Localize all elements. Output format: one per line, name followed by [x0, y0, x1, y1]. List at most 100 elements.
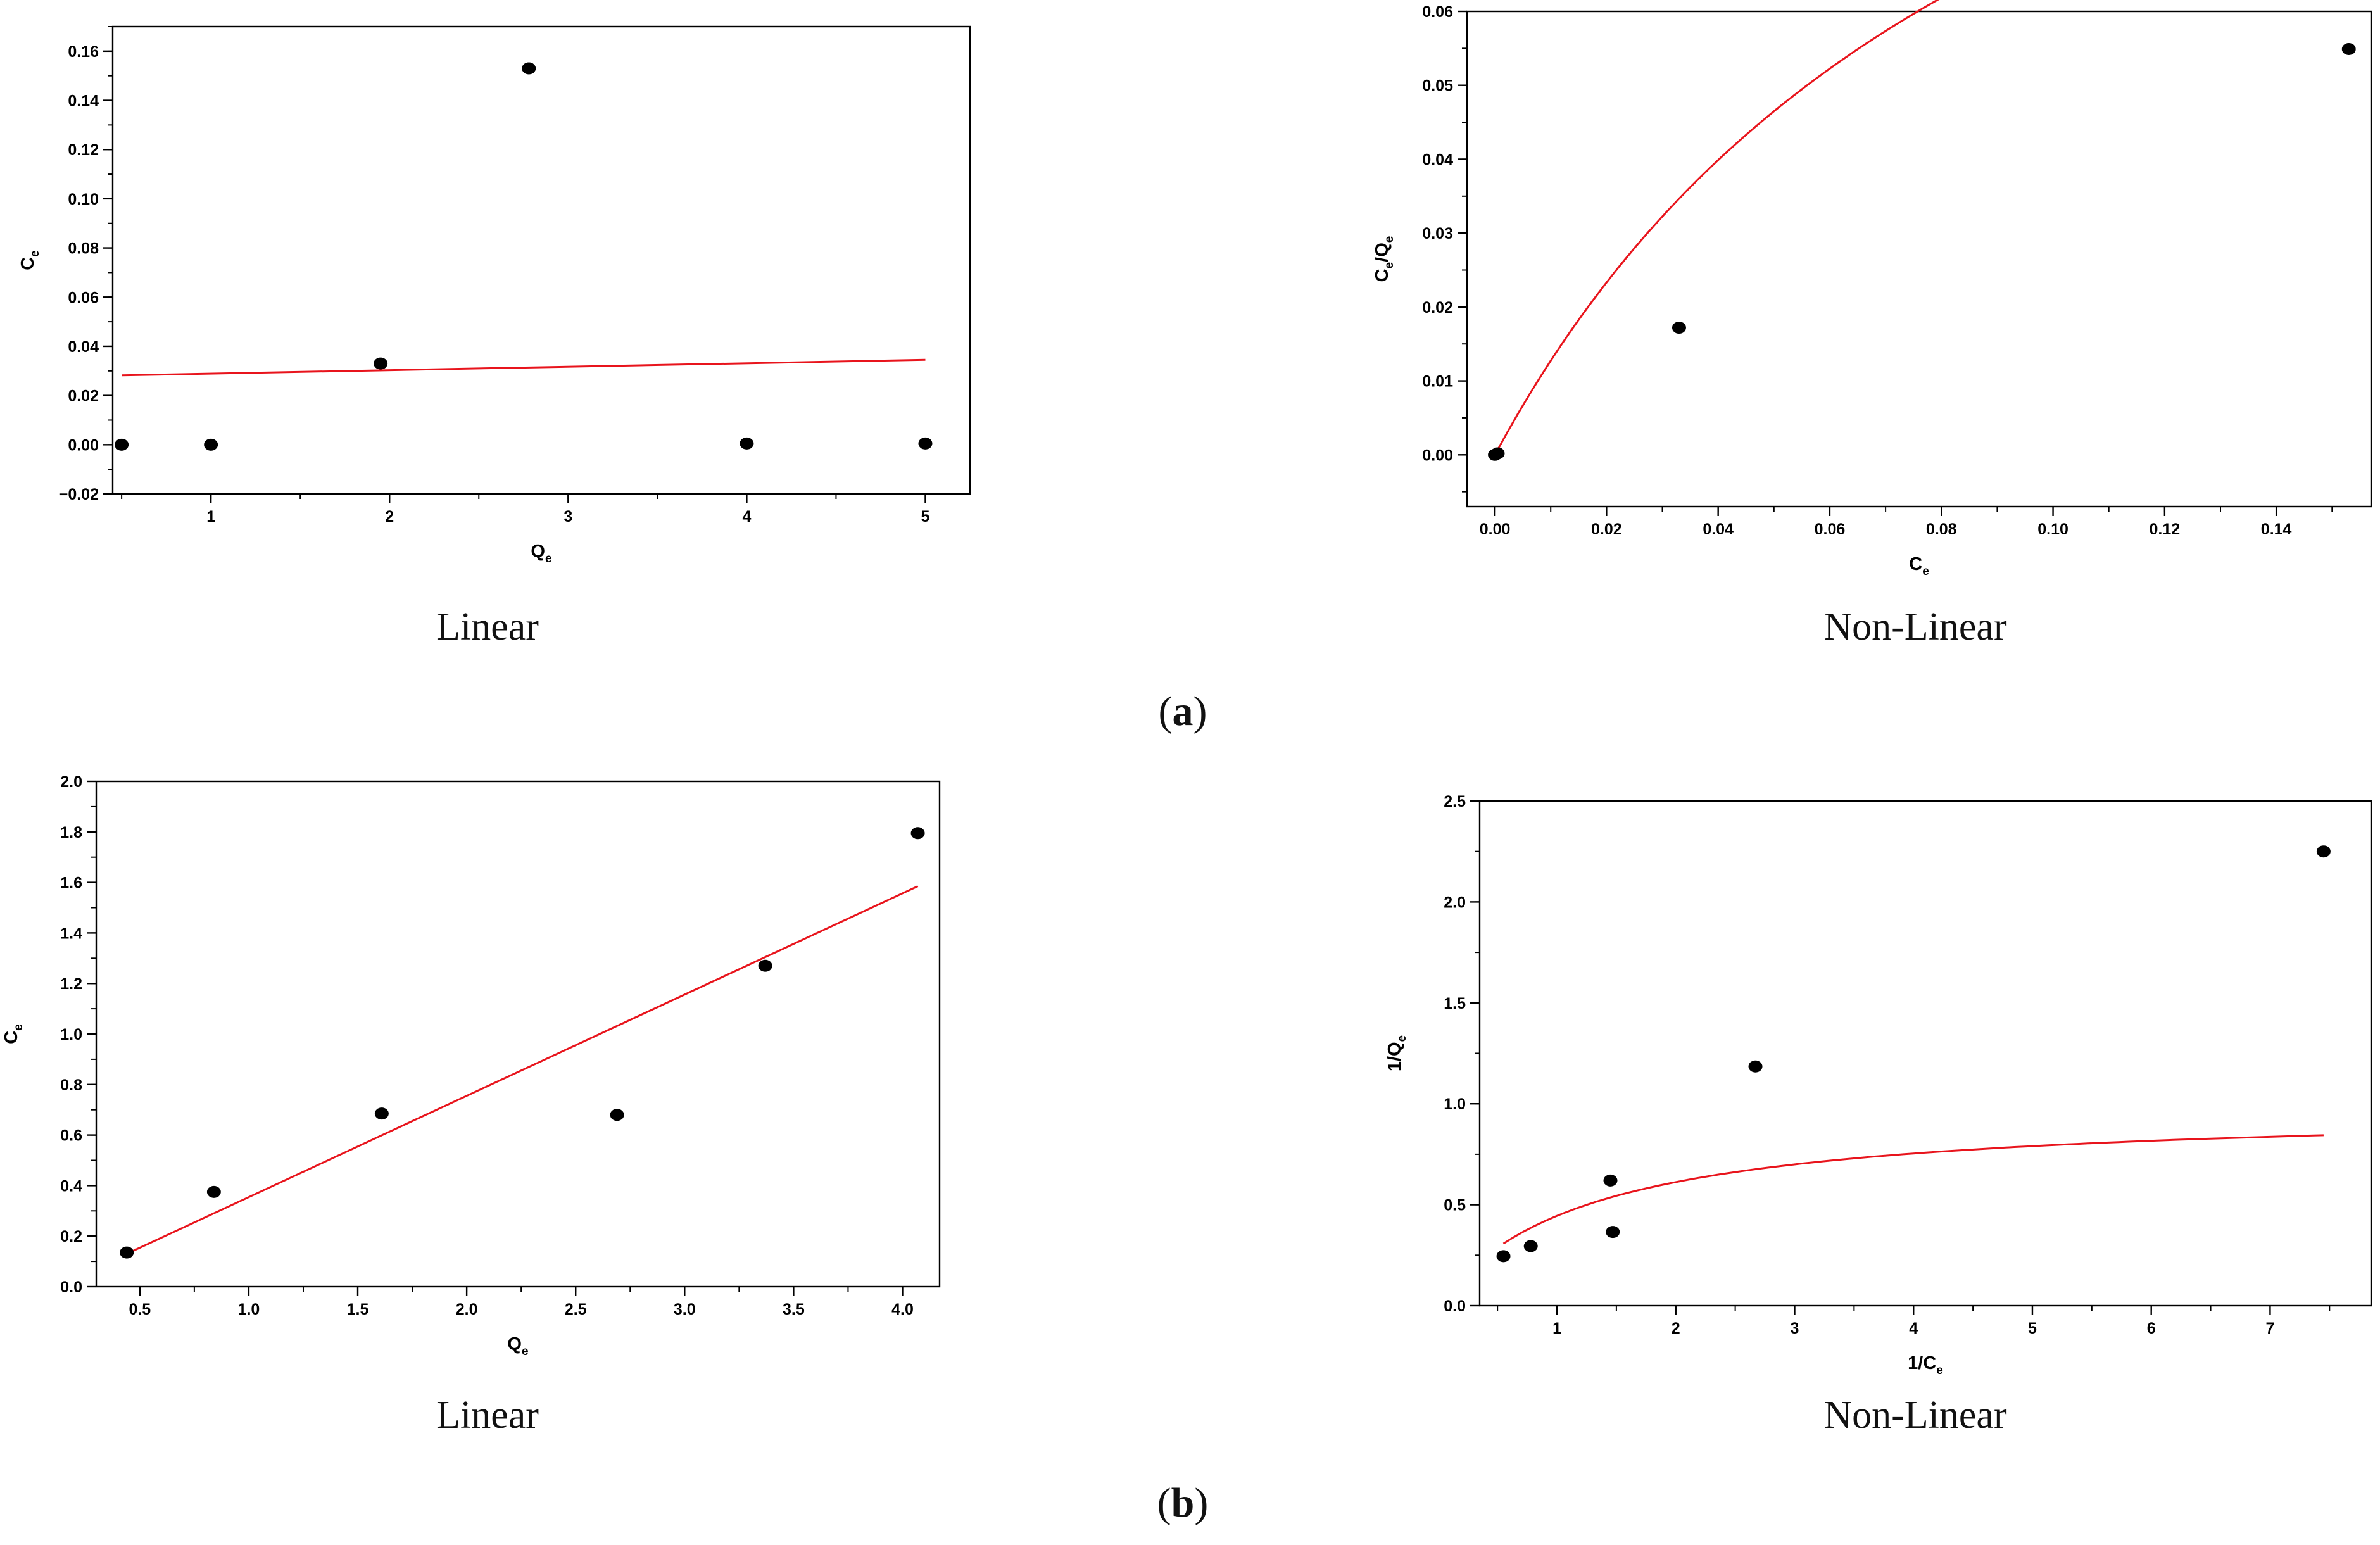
y-tick-label: 0.6	[60, 1127, 82, 1145]
y-tick-label: 0.12	[68, 141, 99, 159]
x-tick-label: 1	[206, 508, 215, 526]
x-tick-label: 0.10	[2037, 520, 2068, 538]
y-tick-label: 1.0	[60, 1026, 82, 1044]
y-tick-label: 0.02	[68, 388, 99, 405]
data-point	[910, 827, 925, 840]
caption-b-linear: Linear	[436, 1394, 539, 1437]
x-axis-title: Ce	[1909, 554, 1929, 578]
x-tick-label: 4	[742, 508, 751, 526]
caption-a-nonlinear: Non-Linear	[1823, 605, 2007, 648]
data-point	[1490, 447, 1505, 460]
data-point	[120, 1246, 134, 1259]
y-tick-label: 1.5	[1444, 995, 1466, 1012]
data-point	[374, 357, 388, 370]
chart-b-nonlinear: 1 2 3 4 5 6 7 0.0 0.5 1.0 1.5 2.0 2.5 1/Ce 1/Qe	[1385, 793, 2372, 1377]
panel-label-b: (b)	[1157, 1480, 1209, 1526]
y-tick-label: 0.02	[1422, 299, 1453, 317]
y-tick-label: 0.06	[1422, 3, 1453, 21]
y-tick-label: 0.03	[1422, 225, 1453, 243]
x-tick-label: 0.04	[1703, 520, 1734, 538]
x-tick-label: 0.14	[2261, 520, 2292, 538]
y-tick-label: 0.8	[60, 1076, 82, 1094]
data-point	[1603, 1174, 1618, 1187]
x-tick-label: 0.12	[2150, 520, 2181, 538]
chart-b-linear: 0.5 1.0 1.5 2.0 2.5 3.0 3.5 4.0 0.0 0.2 0.4 0.6 0.8 1…	[1, 773, 941, 1358]
y-tick-label: 0.00	[68, 436, 99, 454]
y-tick-label: 0.10	[68, 191, 99, 208]
x-tick-label: 3	[564, 508, 572, 526]
panel-label-a-letter: a	[1173, 688, 1193, 735]
data-point	[1523, 1240, 1538, 1252]
y-tick-label: 0.0	[60, 1278, 82, 1296]
x-tick-label: 4.0	[891, 1301, 914, 1318]
x-tick-label: 0.08	[1926, 520, 1957, 538]
y-tick-label: 0.00	[1422, 446, 1453, 464]
data-point	[115, 438, 129, 451]
data-point	[610, 1109, 624, 1121]
x-tick-label: 0.00	[1480, 520, 1511, 538]
x-tick-label: 5	[921, 508, 930, 526]
y-axis-title: Ce	[1, 1024, 25, 1044]
y-axis-title: 1/Qe	[1385, 1035, 1409, 1071]
y-tick-label: 1.6	[60, 874, 82, 892]
x-tick-label: 1.5	[347, 1301, 369, 1318]
y-tick-label: 1.2	[60, 975, 82, 993]
data-point	[374, 1107, 389, 1120]
y-tick-label: 0.5	[1444, 1197, 1466, 1214]
panel-label-a: (a)	[1159, 688, 1207, 735]
x-tick-label: 1.0	[238, 1301, 260, 1318]
chart-a-nonlinear: 0.00 0.02 0.04 0.06 0.08 0.10 0.12 0.14 0.00 0.01…	[1372, 0, 2372, 578]
y-tick-label: 0.08	[68, 240, 99, 258]
y-tick-label: 2.0	[60, 773, 82, 791]
y-tick-label: 0.01	[1422, 373, 1453, 391]
y-tick-label: 0.2	[60, 1228, 82, 1245]
fit-line	[122, 358, 926, 377]
x-tick-label: 0.06	[1815, 520, 1846, 538]
x-tick-label: 3	[1791, 1320, 1799, 1337]
chart-a-linear: 1 2 3 4 5 −0.02 0.00 0.02 0.04 0.06 0.08 0.10 0.12 0.…	[18, 25, 971, 565]
y-tick-label: 0.04	[1422, 151, 1453, 168]
fit-line	[1502, 1134, 2324, 1245]
x-tick-label: 2.0	[456, 1301, 478, 1318]
x-tick-label: 2.5	[565, 1301, 587, 1318]
caption-a-linear: Linear	[436, 605, 539, 648]
y-tick-label: 1.8	[60, 824, 82, 842]
data-point	[740, 437, 754, 450]
data-point	[206, 1185, 221, 1198]
x-tick-label: 2	[385, 508, 394, 526]
y-tick-label: 2.0	[1444, 893, 1466, 911]
fit-line	[1497, 0, 1939, 450]
x-tick-label: 0.5	[129, 1301, 151, 1318]
x-tick-label: 6	[2147, 1320, 2156, 1337]
y-tick-label: 0.05	[1422, 77, 1453, 95]
data-point	[918, 437, 933, 450]
x-tick-label: 0.02	[1591, 520, 1622, 538]
x-axis-title: Qe	[507, 1334, 528, 1358]
x-axis-title: 1/Ce	[1908, 1353, 1943, 1377]
y-tick-label: 0.4	[60, 1177, 82, 1195]
y-tick-label: 0.0	[1444, 1297, 1466, 1315]
y-tick-label: −0.02	[59, 486, 99, 503]
x-tick-label: 5	[2028, 1320, 2037, 1337]
plot-frame	[111, 25, 971, 495]
fit-line	[126, 885, 919, 1255]
x-tick-label: 7	[2265, 1320, 2274, 1337]
y-tick-label: 0.16	[68, 43, 99, 61]
data-point	[1748, 1060, 1763, 1073]
data-point	[1606, 1226, 1620, 1239]
data-point	[1672, 322, 1686, 334]
data-point	[758, 959, 772, 972]
panel-label-b-letter: b	[1171, 1480, 1195, 1526]
x-tick-label: 3.0	[674, 1301, 696, 1318]
y-axis-title: Ce	[18, 250, 42, 270]
data-point	[2316, 845, 2331, 858]
y-tick-label: 0.14	[68, 92, 99, 110]
x-tick-label: 1	[1552, 1320, 1561, 1337]
x-axis-title: Qe	[531, 541, 551, 565]
y-tick-label: 1.0	[1444, 1095, 1466, 1113]
data-point	[2341, 43, 2356, 56]
y-tick-label: 0.04	[68, 338, 99, 356]
y-tick-label: 0.06	[68, 289, 99, 306]
y-axis-title: Ce/Qe	[1372, 236, 1396, 282]
